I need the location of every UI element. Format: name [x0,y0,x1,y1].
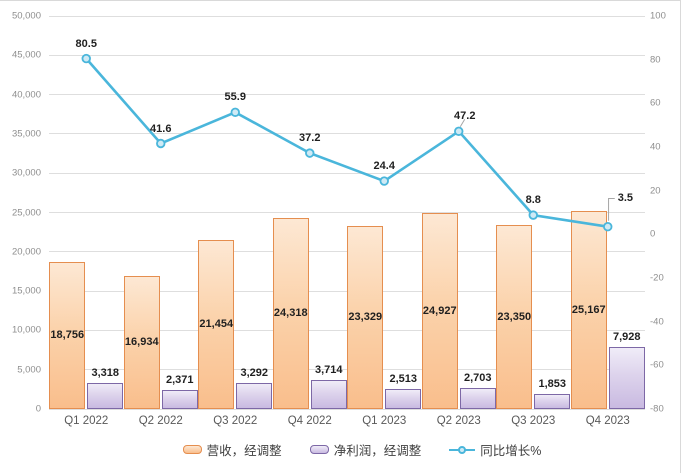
y-axis-tick-right: 40 [650,141,661,153]
growth-value-label: 8.8 [525,194,541,207]
y-axis-tick-right: 20 [650,185,661,197]
legend-label-growth: 同比增长% [480,444,542,458]
revenue-bar [123,275,160,409]
growth-marker [156,138,166,149]
revenue-value-label: 18,756 [50,328,85,341]
x-axis-category-label: Q4 2022 [287,415,332,427]
gridline [49,290,645,292]
y-axis-tick-left: 30,000 [11,167,41,179]
revenue-bar [198,240,235,409]
profit-bar [608,346,645,409]
revenue-value-label: 25,167 [571,303,606,316]
revenue-bar [347,225,384,409]
x-axis-category-label: Q3 2022 [213,415,258,427]
profit-bar [236,383,273,409]
y-axis-tick-left: 5,000 [17,364,41,376]
revenue-value-label: 23,350 [497,310,532,323]
revenue-value-label: 16,934 [124,335,159,348]
gridline [49,369,645,371]
growth-value-label: 47.2 [454,110,476,123]
revenue-bar [272,217,309,409]
profit-bar [385,389,422,409]
profit-value-label: 2,371 [165,374,194,387]
growth-value-label: 3.5 [617,192,634,204]
x-axis-category-label: Q3 2023 [511,415,556,427]
profit-bar [459,387,496,409]
y-axis-tick-right: 100 [650,10,666,22]
y-axis-tick-left: 45,000 [11,49,41,61]
y-axis-tick-left: 10,000 [11,324,41,336]
gridline [49,329,645,331]
gridline [49,133,645,135]
revenue-bar [496,225,533,409]
growth-value-label: 80.5 [75,37,97,50]
profit-value-label: 2,703 [463,371,492,384]
legend-label-profit: 净利润，经调整 [333,444,422,458]
y-axis-tick-right: 80 [650,54,661,66]
y-axis-tick-left: 15,000 [11,285,41,297]
growth-value-label: 24.4 [373,160,395,173]
y-axis-tick-right: -80 [650,403,664,415]
revenue-bar [570,211,607,409]
profit-value-label: 3,714 [314,363,343,376]
profit-bar [534,394,571,409]
gridline [49,251,645,253]
y-axis-tick-right: 0 [650,228,656,240]
growth-value-label: 55.9 [224,91,246,104]
profit-value-label: 3,292 [240,367,269,380]
x-axis-category-label: Q1 2022 [64,415,109,427]
gridline [49,54,645,56]
gridline [49,172,645,174]
growth-marker [230,107,240,117]
legend-label-revenue: 营收，经调整 [206,444,282,458]
gridline [49,212,645,213]
revenue-value-label: 23,329 [348,310,383,323]
profit-value-label: 3,318 [91,366,120,379]
growth-line-swatch-icon [449,445,476,455]
y-axis-tick-right: -60 [650,359,664,371]
growth-value-label: 41.6 [150,122,172,135]
y-axis-tick-right: -40 [650,316,664,328]
revenue-value-label: 21,454 [199,318,234,331]
growth-value-label: 37.2 [299,132,321,145]
gridline [49,408,645,410]
profit-value-label: 2,513 [389,373,418,386]
y-axis-tick-right: -20 [650,272,664,284]
profit-swatch-icon [309,445,329,454]
y-axis-tick-left: 35,000 [11,128,41,140]
profit-value-label: 7,928 [612,330,641,343]
revenue-bar [421,213,458,409]
revenue-value-label: 24,318 [273,306,308,319]
profit-value-label: 1,853 [538,378,567,391]
legend-item-profit: 净利润，经调整 [309,440,422,459]
y-axis-tick-left: 0 [35,403,41,415]
y-axis-tick-left: 50,000 [11,10,41,22]
y-axis-tick-right: 60 [650,97,661,109]
growth-marker [81,53,91,64]
y-axis-tick-left: 40,000 [11,89,41,101]
revenue-value-label: 24,927 [422,304,457,317]
profit-bar [310,379,347,409]
profit-bar [87,382,124,409]
x-axis-category-label: Q2 2023 [436,415,481,427]
legend-item-growth: 同比增长% [449,440,541,459]
y-axis-tick-left: 20,000 [11,246,41,258]
legend: 营收，经调整 净利润，经调整 同比增长% [22,440,680,459]
legend-item-revenue: 营收，经调整 [182,440,282,459]
label-leader-line [608,198,615,221]
revenue-bar [49,261,86,409]
growth-marker [305,148,315,158]
gridline [49,15,645,17]
growth-marker [379,176,389,186]
revenue-swatch-icon [182,445,202,454]
x-axis-category-label: Q2 2022 [138,415,183,427]
profit-bar [161,390,198,409]
x-axis-category-label: Q4 2023 [585,415,630,427]
gridline [49,94,645,96]
x-axis-category-label: Q1 2023 [362,415,407,427]
y-axis-tick-left: 25,000 [11,207,41,218]
